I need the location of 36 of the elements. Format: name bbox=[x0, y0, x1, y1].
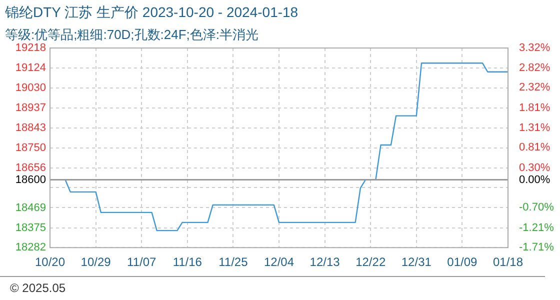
x-tick-label: 10/29 bbox=[80, 255, 112, 270]
y-tick-label: 18282 bbox=[15, 242, 46, 254]
y2-tick-label: 0.81% bbox=[519, 142, 550, 154]
y-tick-label: 18375 bbox=[15, 222, 46, 234]
y2-tick-label: -0.70% bbox=[519, 202, 554, 214]
chart-subtitle: 等级:优等品;粗细:70D;孔数:24F;色泽:半消光 bbox=[5, 26, 259, 43]
y2-tick-label: 1.81% bbox=[519, 102, 550, 114]
y-tick-label: 18469 bbox=[15, 202, 46, 214]
x-tick-label: 01/18 bbox=[492, 255, 524, 270]
x-tick-label: 11/07 bbox=[127, 255, 156, 270]
x-tick-label: 12/13 bbox=[310, 255, 340, 270]
y-tick-label: 19030 bbox=[15, 82, 46, 94]
x-tick-label: 12/22 bbox=[356, 255, 386, 270]
x-tick-label: 12/31 bbox=[401, 255, 432, 270]
y2-tick-label: 1.31% bbox=[519, 122, 550, 134]
y2-tick-label: -1.21% bbox=[519, 222, 554, 234]
y2-tick-label: 3.32% bbox=[519, 42, 550, 54]
y-tick-label: 18843 bbox=[15, 122, 46, 134]
y2-tick-label: 0.30% bbox=[519, 162, 550, 174]
text: © 2025.05 bbox=[0, 276, 545, 295]
x-tick-label: 10/20 bbox=[34, 255, 66, 270]
y-tick-label: 19218 bbox=[15, 42, 46, 54]
x-tick-label: 01/09 bbox=[447, 255, 478, 270]
y-tick-label: 19124 bbox=[15, 62, 46, 74]
y2-tick-label: 2.32% bbox=[519, 82, 550, 94]
x-tick-label: 11/16 bbox=[172, 255, 202, 270]
x-tick-label: 12/04 bbox=[264, 255, 294, 270]
x-tick-label: 11/25 bbox=[218, 255, 248, 270]
y-tick-label: 18600 bbox=[15, 174, 46, 186]
y-tick-label: 18656 bbox=[15, 162, 46, 174]
y-tick-label: 18750 bbox=[15, 142, 46, 154]
y2-tick-label: -1.71% bbox=[519, 242, 554, 254]
y2-tick-label: 2.82% bbox=[519, 62, 550, 74]
y-tick-label: 18937 bbox=[15, 102, 46, 114]
chart-title: 锦纶DTY 江苏 生产价 2023-10-20 - 2024-01-18 bbox=[5, 4, 298, 22]
y2-tick-label: 0.00% bbox=[519, 174, 550, 186]
